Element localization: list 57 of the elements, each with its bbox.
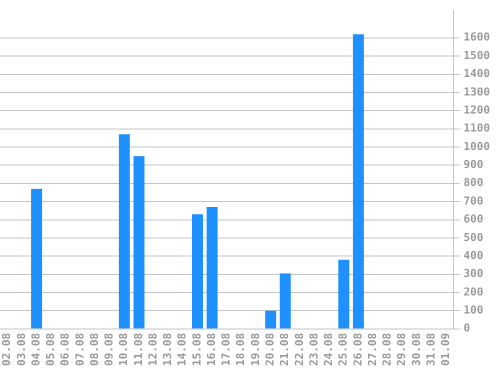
- y-tick-label: 300: [464, 267, 484, 280]
- x-tick-label: 22.08: [292, 332, 306, 366]
- x-tick-label: 13.08: [161, 332, 174, 366]
- y-tick-label: 200: [464, 285, 484, 298]
- x-tick-label: 12.08: [146, 332, 160, 366]
- bar: [206, 207, 218, 328]
- x-tick-label: 08.08: [88, 332, 101, 366]
- x-tick-label: 16.08: [204, 332, 218, 366]
- bar: [352, 34, 364, 328]
- bar: [338, 260, 350, 328]
- x-tick-label: 18.08: [234, 332, 248, 366]
- bar: [192, 214, 203, 328]
- y-tick-label: 600: [464, 212, 484, 226]
- y-tick-label: 1100: [464, 122, 490, 135]
- x-tick-label: 24.08: [322, 332, 336, 366]
- x-tick-label: 10.08: [117, 332, 130, 366]
- y-tick-label: 400: [464, 248, 484, 262]
- x-tick-label: 19.08: [248, 332, 262, 366]
- bar: [133, 156, 144, 328]
- y-tick-label: 1000: [464, 140, 490, 153]
- x-tick-label: 26.08: [351, 332, 364, 366]
- x-tick-label: 09.08: [102, 332, 116, 366]
- y-tick-label: 700: [464, 194, 484, 208]
- y-tick-label: 1400: [464, 67, 490, 80]
- y-tick-label: 100: [464, 304, 484, 317]
- x-tick-label: 14.08: [176, 332, 189, 366]
- y-tick-label: 1600: [464, 30, 490, 44]
- x-tick-label: 21.08: [278, 332, 292, 366]
- x-tick-label: 27.08: [366, 332, 379, 366]
- bar: [265, 310, 276, 328]
- x-tick-label: 31.08: [424, 332, 438, 366]
- x-tick-label: 23.08: [307, 332, 320, 366]
- x-tick-label: 01.09: [439, 332, 452, 366]
- x-tick-label: 05.08: [44, 332, 58, 366]
- bar: [31, 188, 42, 328]
- x-tick-label: 06.08: [58, 332, 72, 366]
- y-tick-label: 500: [464, 230, 484, 244]
- bar: [280, 273, 291, 328]
- x-tick-label: 11.08: [132, 332, 145, 366]
- x-tick-label: 02.08: [0, 332, 14, 366]
- x-tick-label: 07.08: [73, 332, 86, 366]
- x-tick-label: 03.08: [14, 332, 28, 366]
- x-tick-label: 25.08: [336, 332, 350, 366]
- x-tick-label: 30.08: [410, 332, 423, 366]
- bar: [118, 134, 130, 328]
- x-tick-label: 15.08: [190, 332, 204, 366]
- y-tick-label: 900: [464, 158, 484, 172]
- x-tick-label: 28.08: [380, 332, 394, 366]
- y-tick-label: 0: [464, 322, 470, 335]
- x-tick-label: 17.08: [220, 332, 233, 366]
- x-tick-label: 04.08: [29, 332, 42, 366]
- y-tick-label: 1300: [464, 85, 490, 98]
- y-tick-label: 800: [464, 176, 484, 190]
- x-tick-label: 29.08: [395, 332, 408, 366]
- x-tick-label: 20.08: [264, 332, 276, 366]
- y-tick-label: 1200: [464, 103, 490, 116]
- y-tick-label: 1500: [464, 48, 490, 62]
